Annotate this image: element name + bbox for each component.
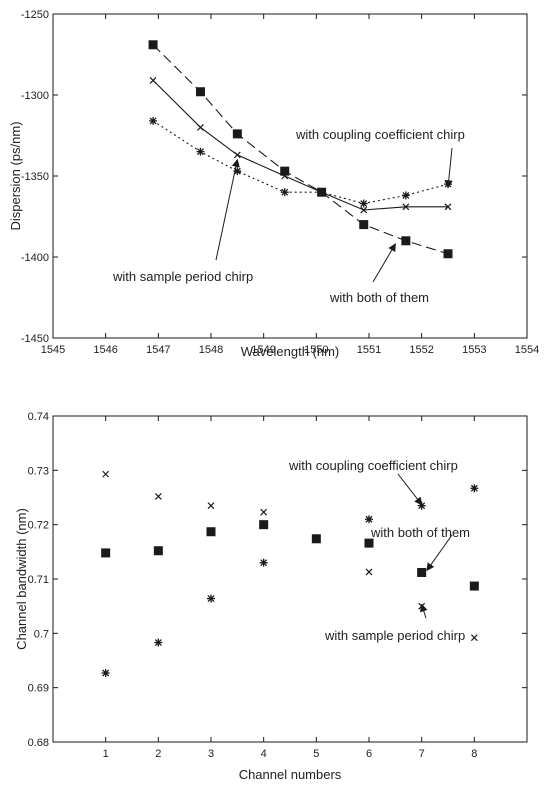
data-point-coupling: [196, 147, 205, 156]
x-tick-label: 1553: [462, 344, 486, 356]
x-tick-label: 2: [155, 748, 161, 760]
data-point-both: [148, 40, 158, 50]
annotation-arrow: [397, 473, 423, 506]
data-point-sample: [281, 172, 289, 180]
data-point-sample: [470, 634, 478, 642]
x-tick-label: 1: [103, 748, 109, 760]
data-point-both: [359, 220, 369, 230]
x-tick-label: 1549: [251, 344, 275, 356]
data-point-sample: [197, 123, 204, 131]
data-point-both: [401, 236, 411, 246]
data-point-both: [195, 87, 205, 97]
data-point-coupling: [365, 515, 373, 524]
x-tick-label: 5: [313, 748, 319, 760]
series-line-sample: [152, 80, 448, 211]
data-point-both: [153, 546, 163, 556]
data-point-sample: [318, 188, 326, 196]
data-point-coupling: [280, 188, 289, 197]
data-point-both: [232, 129, 242, 139]
data-point-sample: [207, 502, 215, 510]
data-point-sample: [149, 76, 157, 84]
series-sample: [149, 76, 452, 214]
x-tick-label: 3: [208, 748, 214, 760]
data-point-coupling: [149, 116, 158, 125]
y-tick-label: 0.73: [28, 465, 49, 477]
chart-2: 0.74 0.73 0.72 0.71 0.7 0.69 0.68 1 2 3 4 5 6 7 8 Chann…: [14, 411, 528, 782]
annotation-label: with both of them: [329, 290, 429, 305]
x-tick-label: 8: [471, 748, 477, 760]
annotation-label: with coupling coefficient chirp: [288, 458, 458, 473]
series-coupling: [101, 484, 479, 677]
x-tick-label: 1552: [409, 344, 433, 356]
data-point-coupling: [101, 668, 110, 677]
series-sample: [102, 470, 478, 642]
annotation-label: with sample period chirp: [112, 269, 253, 284]
data-point-both: [443, 249, 453, 259]
data-point-both: [469, 581, 479, 591]
y-tick-label: -1250: [21, 9, 49, 21]
y-tick-label: 0.7: [34, 628, 49, 640]
data-point-both: [101, 548, 111, 558]
x-tick-label: 1551: [357, 344, 381, 356]
data-point-sample: [154, 492, 162, 500]
y-tick-label: 0.69: [28, 683, 49, 695]
x-tick-label: 6: [366, 748, 372, 760]
data-point-coupling: [359, 199, 368, 208]
y-tick-label: -1300: [21, 90, 49, 102]
annotation-arrow: [420, 603, 428, 619]
data-point-sample: [402, 203, 410, 211]
annotation-arrow: [444, 147, 453, 189]
annotation-arrow: [426, 534, 453, 572]
x-tick-label: 4: [261, 748, 267, 760]
y-tick-label: 0.74: [28, 411, 49, 423]
series-line-both: [152, 44, 449, 255]
data-point-coupling: [259, 558, 268, 567]
x-tick-label: 1546: [93, 344, 117, 356]
data-point-coupling: [417, 501, 426, 510]
data-point-coupling: [154, 638, 163, 647]
x-tick-label: 1547: [146, 344, 170, 356]
x-tick-label: 1548: [199, 344, 223, 356]
x-tick-label: 1550: [304, 344, 328, 356]
data-point-coupling: [401, 191, 410, 200]
annotation-label: with both of them: [370, 525, 470, 540]
annotation-arrow: [215, 158, 240, 261]
x-tick-label: 1545: [41, 344, 65, 356]
x-tick-label: 7: [419, 748, 425, 760]
data-point-sample: [312, 534, 320, 542]
x-tick-label: 1554: [515, 344, 539, 356]
y-tick-label: 0.71: [28, 574, 49, 586]
data-point-both: [206, 527, 216, 537]
plot-frame: [52, 13, 528, 339]
annotation-label: with sample period chirp: [324, 628, 465, 643]
data-point-sample: [365, 568, 373, 576]
data-point-both: [280, 166, 290, 176]
data-point-sample: [260, 508, 268, 516]
y-tick-label: 0.68: [28, 737, 49, 749]
data-point-coupling: [470, 484, 479, 493]
series-both: [148, 40, 453, 259]
y-tick-label: -1450: [21, 333, 49, 345]
data-point-sample: [360, 206, 368, 214]
x-axis-label: Channel numbers: [239, 767, 342, 782]
data-point-sample: [233, 151, 241, 159]
data-point-both: [259, 520, 269, 530]
data-point-sample: [444, 203, 452, 211]
data-point-coupling: [207, 594, 215, 603]
annotation-label: with coupling coefficient chirp: [295, 127, 465, 142]
data-point-both: [364, 538, 374, 548]
x-axis-label: Wavelength (nm): [241, 344, 340, 359]
y-tick-label: 0.72: [28, 520, 49, 532]
data-point-sample: [102, 470, 110, 478]
y-tick-label: -1350: [21, 171, 49, 183]
annotation-arrow: [372, 243, 396, 283]
y-tick-label: -1400: [21, 252, 49, 264]
series-line-coupling: [152, 120, 449, 205]
y-axis-label: Channel bandwidth (nm): [14, 508, 29, 650]
y-axis-label: Dispersion (ps/nm): [8, 121, 23, 230]
data-point-both: [417, 567, 427, 577]
